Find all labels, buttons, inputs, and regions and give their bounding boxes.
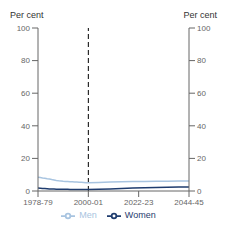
svg-text:60: 60	[21, 89, 30, 98]
svg-text:100: 100	[17, 24, 31, 33]
svg-text:2044-45: 2044-45	[174, 198, 204, 207]
svg-text:60: 60	[197, 89, 206, 98]
svg-text:100: 100	[197, 24, 211, 33]
svg-text:20: 20	[21, 154, 30, 163]
html-text:Men: Men	[79, 210, 97, 221]
html-text:Women: Women	[124, 210, 156, 221]
svg-text:80: 80	[197, 56, 206, 65]
svg-text:2000-01: 2000-01	[74, 198, 104, 207]
svg-text:80: 80	[21, 56, 30, 65]
svg-text:2022-23: 2022-23	[124, 198, 154, 207]
svg-text:40: 40	[21, 122, 30, 131]
svg-text:0: 0	[197, 187, 202, 196]
html-text:Per cent: Per cent	[183, 10, 217, 20]
svg-text:20: 20	[197, 154, 206, 163]
svg-text:40: 40	[197, 122, 206, 131]
svg-text:0: 0	[26, 187, 31, 196]
svg-text:1978-79: 1978-79	[23, 198, 53, 207]
html-text:Per cent: Per cent	[10, 10, 44, 20]
